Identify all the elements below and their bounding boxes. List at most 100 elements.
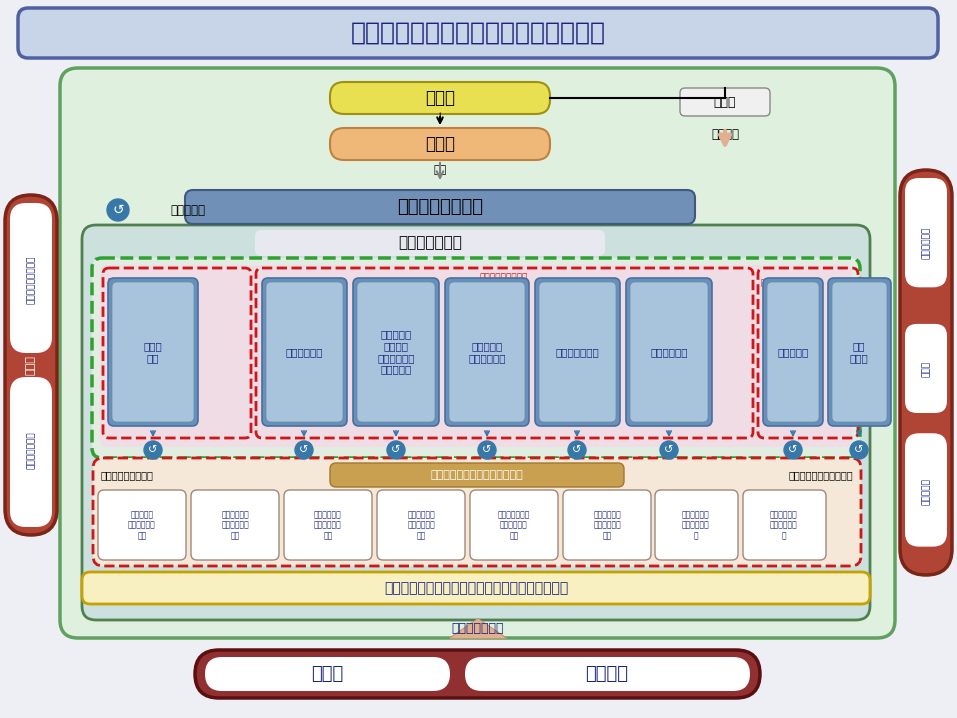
Text: 役員会: 役員会 [425, 135, 455, 153]
FancyBboxPatch shape [330, 82, 550, 114]
Text: 監査法人: 監査法人 [586, 665, 629, 683]
Text: ↺: ↺ [148, 445, 158, 455]
FancyBboxPatch shape [905, 433, 947, 546]
Text: システムリスク
統括管理責任
部署: システムリスク 統括管理責任 部署 [498, 510, 530, 540]
Text: 各リスク等の統括管理責任部署: 各リスク等の統括管理責任部署 [431, 470, 523, 480]
Text: 法令等遵守
統括管理責任
部署: 法令等遵守 統括管理責任 部署 [128, 510, 156, 540]
Text: 付議: 付議 [434, 165, 447, 175]
FancyBboxPatch shape [357, 282, 435, 422]
Text: 事務リスク等: 事務リスク等 [650, 347, 688, 357]
FancyBboxPatch shape [535, 278, 620, 426]
Circle shape [387, 441, 405, 459]
FancyBboxPatch shape [108, 278, 198, 426]
Text: ↺: ↺ [664, 445, 674, 455]
Text: 独立行政法人通則法: 独立行政法人通則法 [27, 256, 35, 304]
Text: 【顧客対応態勢】: 【顧客対応態勢】 [761, 278, 801, 287]
FancyBboxPatch shape [82, 225, 870, 620]
FancyBboxPatch shape [284, 490, 372, 560]
FancyBboxPatch shape [763, 278, 823, 426]
Text: 金融円滑化統
括管理責任部
署: 金融円滑化統 括管理責任部 署 [770, 510, 798, 540]
FancyBboxPatch shape [93, 458, 861, 566]
FancyBboxPatch shape [445, 278, 529, 426]
FancyBboxPatch shape [743, 490, 826, 560]
FancyBboxPatch shape [266, 282, 343, 422]
FancyBboxPatch shape [191, 490, 279, 560]
Text: 金融庁: 金融庁 [922, 360, 930, 376]
FancyBboxPatch shape [195, 650, 760, 698]
Text: リスク等に係る状況報告: リスク等に係る状況報告 [789, 470, 853, 480]
Text: ↓: ↓ [434, 111, 445, 124]
Circle shape [660, 441, 678, 459]
Text: 各部署（該当するリスク等を保有している現場）: 各部署（該当するリスク等を保有している現場） [384, 581, 568, 595]
Text: ↺: ↺ [855, 445, 863, 455]
Text: 顧客保護等: 顧客保護等 [777, 347, 809, 357]
FancyBboxPatch shape [905, 324, 947, 413]
FancyBboxPatch shape [905, 178, 947, 287]
FancyBboxPatch shape [60, 68, 895, 638]
Circle shape [568, 441, 586, 459]
FancyBboxPatch shape [18, 8, 938, 58]
FancyBboxPatch shape [449, 282, 525, 422]
Text: 統合的リスク
統括管理責任
部署: 統合的リスク 統括管理責任 部署 [221, 510, 249, 540]
Text: 【法令等遵守態勢】: 【法令等遵守態勢】 [108, 278, 156, 287]
FancyBboxPatch shape [680, 88, 770, 116]
FancyArrowPatch shape [450, 619, 506, 638]
Text: 検査: 検査 [921, 366, 931, 379]
Text: ガバナンス委員会: ガバナンス委員会 [397, 198, 483, 216]
FancyBboxPatch shape [655, 490, 738, 560]
FancyBboxPatch shape [563, 490, 651, 560]
FancyBboxPatch shape [205, 657, 450, 691]
Text: 信用リスク
資産査定
（適用リスク
カ判定も）: 信用リスク 資産査定 （適用リスク カ判定も） [377, 330, 414, 374]
FancyBboxPatch shape [828, 278, 891, 426]
Text: 理事長: 理事長 [425, 89, 455, 107]
Text: 金融
円滑化: 金融 円滑化 [850, 341, 868, 363]
FancyBboxPatch shape [10, 377, 52, 527]
Text: ↺: ↺ [482, 445, 492, 455]
FancyBboxPatch shape [255, 230, 605, 256]
FancyBboxPatch shape [98, 490, 186, 560]
FancyBboxPatch shape [112, 282, 194, 422]
Text: 審議・報告事項: 審議・報告事項 [398, 236, 462, 251]
FancyBboxPatch shape [767, 282, 819, 422]
FancyBboxPatch shape [100, 265, 852, 447]
FancyBboxPatch shape [353, 278, 439, 426]
Text: 業務・会計監査: 業務・会計監査 [452, 622, 504, 635]
Circle shape [295, 441, 313, 459]
Text: 福祉医療機構におけるガバナンス態勢: 福祉医療機構におけるガバナンス態勢 [350, 21, 606, 45]
Circle shape [107, 199, 129, 221]
FancyBboxPatch shape [630, 282, 708, 422]
FancyBboxPatch shape [470, 490, 558, 560]
Text: 監　事: 監 事 [311, 665, 344, 683]
Text: ↺: ↺ [789, 445, 798, 455]
Text: 事務リスク等
統括管理責任
部署: 事務リスク等 統括管理責任 部署 [593, 510, 621, 540]
FancyBboxPatch shape [185, 190, 695, 224]
FancyBboxPatch shape [465, 657, 750, 691]
Text: 市場リスク等
統括管理責任
部署: 市場リスク等 統括管理責任 部署 [407, 510, 434, 540]
Text: ↺: ↺ [112, 203, 123, 217]
FancyBboxPatch shape [82, 572, 870, 604]
FancyBboxPatch shape [92, 258, 860, 458]
Text: ↺: ↺ [572, 445, 582, 455]
Text: システムリスク: システムリスク [555, 347, 599, 357]
Circle shape [784, 441, 802, 459]
Circle shape [850, 441, 868, 459]
Text: 法令等
遵守: 法令等 遵守 [144, 341, 163, 363]
FancyBboxPatch shape [832, 282, 887, 422]
Text: 報告・指示: 報告・指示 [170, 203, 205, 217]
Text: 法令等: 法令等 [26, 355, 36, 375]
Text: 会計検査院: 会計検査院 [922, 478, 930, 505]
Text: 顧客保護等統
括管理責任部
署: 顧客保護等統 括管理責任部 署 [682, 510, 710, 540]
Text: 厚生労働省等: 厚生労働省等 [922, 227, 930, 259]
Text: 市場リスク
流動性リスク: 市場リスク 流動性リスク [468, 341, 505, 363]
Text: 【リスク管理態勢】: 【リスク管理態勢】 [479, 274, 528, 282]
Text: ↺: ↺ [300, 445, 309, 455]
FancyBboxPatch shape [10, 203, 52, 353]
Text: ↺: ↺ [391, 445, 401, 455]
Text: 監査室: 監査室 [714, 95, 736, 108]
Text: 統合的リスク: 統合的リスク [285, 347, 323, 357]
FancyBboxPatch shape [377, 490, 465, 560]
Circle shape [478, 441, 496, 459]
FancyBboxPatch shape [539, 282, 616, 422]
FancyBboxPatch shape [330, 463, 624, 487]
Text: 内部監査: 内部監査 [711, 128, 739, 141]
